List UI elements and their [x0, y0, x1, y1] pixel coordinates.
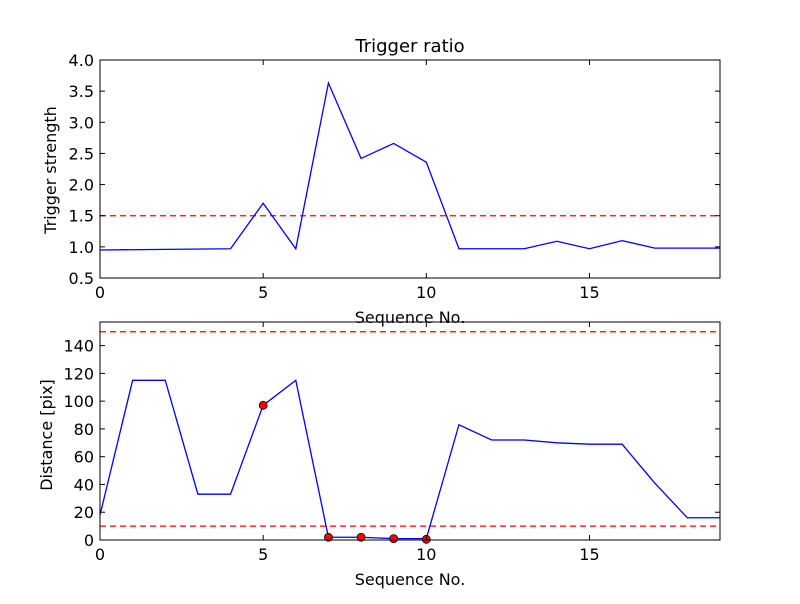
- trigger-ratio-plot: 0 5 10 15 0.5 1.0 1.5 2.0 2.5 3.0 3.5 4.0: [69, 51, 721, 302]
- data-point-marker: [258, 400, 268, 410]
- data-point-marker: [324, 532, 333, 542]
- series-line: [100, 379, 720, 540]
- y-tick-label: 3.5: [69, 82, 94, 101]
- x-tick-label: 0: [95, 545, 105, 564]
- data-point-marker: [356, 532, 366, 542]
- y-tick-label: 100: [63, 392, 94, 411]
- y-tick-label: 2.5: [69, 144, 94, 163]
- x-tick-label: 0: [95, 283, 105, 302]
- axes-frame: [99, 59, 721, 279]
- x-tick-label: 10: [416, 545, 436, 564]
- x-axis-label-bottom: Sequence No.: [355, 570, 466, 589]
- y-tick-label: 3.0: [69, 113, 94, 132]
- y-tick-label: 60: [74, 448, 94, 467]
- y-tick-label: 40: [74, 475, 94, 494]
- x-tick-label: 15: [579, 283, 599, 302]
- chart-title: Trigger ratio: [354, 36, 464, 57]
- y-tick-label: 0: [84, 531, 94, 550]
- y-axis-label-bottom: Distance [pix]: [37, 379, 56, 491]
- data-point-marker: [389, 534, 399, 544]
- x-tick-label: 5: [258, 545, 268, 564]
- y-tick-label: 4.0: [69, 51, 94, 70]
- x-tick-label: 10: [416, 283, 436, 302]
- x-tick-label: 5: [258, 283, 268, 302]
- distance-plot: 0 5 10 15 0 20 40 60 80 100 120 140: [63, 321, 721, 564]
- y-tick-label: 1.5: [69, 207, 94, 226]
- y-tick-label: 1.0: [69, 238, 94, 257]
- y-tick-label: 140: [63, 337, 94, 356]
- y-axis-label-top: Trigger strength: [41, 106, 60, 235]
- x-tick-label: 15: [579, 545, 599, 564]
- y-tick-label: 0.5: [69, 269, 94, 288]
- y-tick-label: 120: [63, 364, 94, 383]
- series-line: [100, 80, 720, 251]
- x-axis-label-top: Sequence No.: [355, 308, 466, 327]
- y-tick-label: 20: [74, 503, 94, 522]
- y-tick-label: 2.0: [69, 176, 94, 195]
- axes-frame: [99, 321, 721, 541]
- y-tick-label: 80: [74, 420, 94, 439]
